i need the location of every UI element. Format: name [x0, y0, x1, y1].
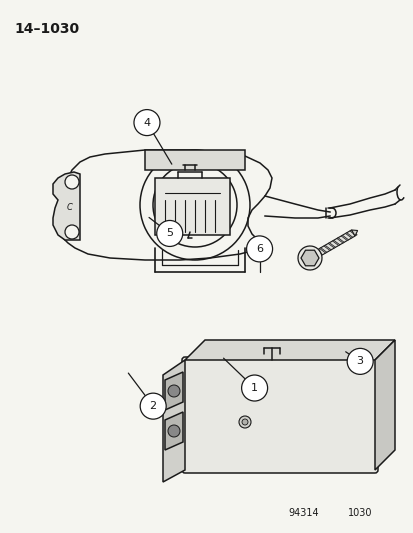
- Circle shape: [65, 175, 79, 189]
- Circle shape: [246, 236, 272, 262]
- Polygon shape: [319, 248, 326, 253]
- Polygon shape: [323, 245, 330, 251]
- Circle shape: [140, 393, 166, 419]
- Text: 2: 2: [149, 401, 157, 411]
- Polygon shape: [349, 230, 356, 236]
- Polygon shape: [374, 340, 394, 470]
- Polygon shape: [300, 250, 318, 266]
- Circle shape: [242, 419, 247, 425]
- Polygon shape: [154, 178, 230, 235]
- Polygon shape: [165, 372, 183, 410]
- Circle shape: [241, 375, 267, 401]
- Circle shape: [238, 416, 250, 428]
- Polygon shape: [328, 243, 335, 248]
- Circle shape: [65, 225, 79, 239]
- Circle shape: [134, 110, 159, 135]
- Polygon shape: [58, 150, 271, 260]
- Circle shape: [168, 425, 180, 437]
- Text: 1030: 1030: [347, 508, 372, 518]
- Polygon shape: [145, 150, 244, 170]
- FancyBboxPatch shape: [182, 357, 377, 473]
- Polygon shape: [300, 250, 318, 266]
- Polygon shape: [185, 340, 394, 360]
- Polygon shape: [351, 230, 357, 236]
- Text: 1: 1: [251, 383, 257, 393]
- Polygon shape: [345, 233, 352, 238]
- Polygon shape: [340, 235, 348, 240]
- Polygon shape: [163, 360, 185, 482]
- Polygon shape: [165, 412, 183, 450]
- Text: 3: 3: [356, 357, 363, 366]
- Text: 94314: 94314: [287, 508, 318, 518]
- Circle shape: [157, 221, 182, 246]
- Circle shape: [168, 385, 180, 397]
- Text: 14–1030: 14–1030: [14, 22, 79, 36]
- Text: 6: 6: [256, 244, 262, 254]
- Circle shape: [297, 246, 321, 270]
- Polygon shape: [336, 238, 343, 243]
- Circle shape: [347, 349, 372, 374]
- Text: C: C: [67, 204, 73, 213]
- Text: 5: 5: [166, 229, 173, 238]
- Polygon shape: [53, 172, 80, 240]
- Polygon shape: [318, 230, 354, 255]
- Polygon shape: [332, 240, 339, 246]
- Text: 4: 4: [143, 118, 150, 127]
